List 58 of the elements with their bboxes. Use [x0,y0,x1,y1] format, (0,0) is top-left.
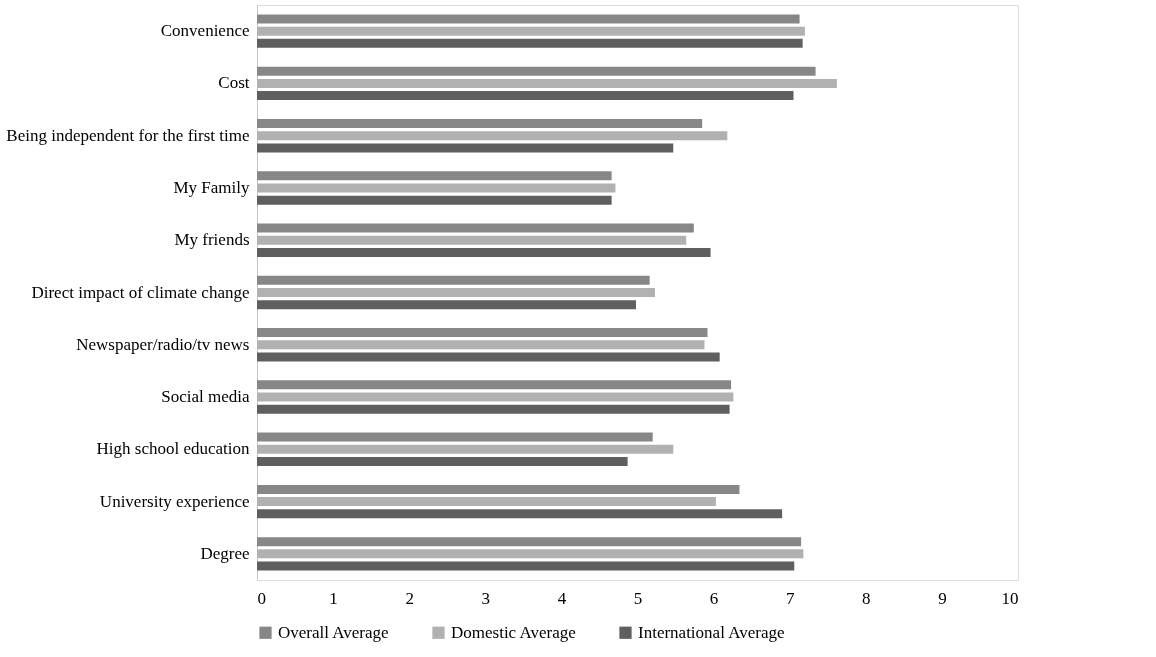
y-tick-label: Degree [200,543,250,563]
x-tick-label: 7 [785,588,795,608]
bar [257,78,837,88]
legend-label: International Average [638,622,785,642]
y-tick-label: Social media [161,387,250,407]
y-tick-label: University experience [99,491,250,511]
x-tick-label: 5 [633,588,643,608]
legend-label: Overall Average [278,622,389,642]
x-tick-label: 3 [481,588,491,608]
bar [257,392,734,402]
bar [257,549,804,559]
y-tick-label: My friends [174,230,250,250]
y-tick-label: Cost [218,73,250,93]
bar [257,457,628,467]
bar [257,183,616,193]
bar [257,484,740,494]
y-tick-label: Convenience [160,21,250,41]
legend-label: Domestic Average [451,622,576,642]
bar [257,404,730,414]
bar [257,561,795,571]
x-tick-label: 4 [557,588,567,608]
bar [257,340,705,350]
bar [257,66,816,76]
y-tick-label: High school education [96,439,250,459]
y-tick-label: Direct impact of climate change [31,282,250,302]
bar [257,328,708,338]
bar [257,195,612,205]
bar [257,118,703,128]
x-tick-label: 8 [862,588,871,608]
bar [257,14,800,24]
bar [257,432,653,442]
bar [257,235,687,245]
bar [257,38,803,48]
bar [257,300,636,310]
bar [257,537,802,547]
bar [257,509,783,519]
x-tick-label: 9 [938,588,947,608]
bar [257,143,674,153]
bar [257,380,732,390]
bar [257,26,805,36]
y-tick-label: My Family [173,177,250,197]
bar [257,131,728,141]
bar [257,497,716,507]
x-tick-label: 10 [1001,588,1019,608]
x-tick-label: 6 [709,588,719,608]
bar [257,444,674,454]
bar [257,275,650,285]
x-tick-label: 1 [329,588,338,608]
y-tick-label: Newspaper/radio/tv news [76,334,250,354]
x-tick-label: 0 [257,588,266,608]
x-tick-label: 2 [405,588,414,608]
bar [257,247,711,257]
bar [257,352,720,362]
bar [257,288,655,297]
y-tick-label: Being independent for the first time [6,125,250,145]
bar [257,91,794,101]
bar [257,223,694,233]
bar [257,171,612,181]
